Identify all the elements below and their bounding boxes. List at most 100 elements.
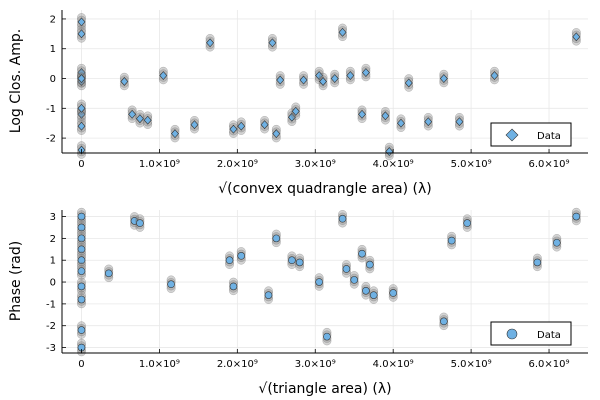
top-data-point xyxy=(128,109,137,119)
top-x-tick-label: 6.0×10⁹ xyxy=(529,159,570,170)
bottom-data-point xyxy=(295,258,304,267)
top-legend-marker xyxy=(505,128,519,142)
top-data-point xyxy=(315,71,324,80)
top-x-tick-label: 1.0×10⁹ xyxy=(139,159,180,170)
top-x-axis-label: √(convex quadrangle area) (λ) xyxy=(218,181,432,197)
top-data-point xyxy=(143,115,152,125)
top-data-point xyxy=(385,147,394,156)
top-data-point xyxy=(358,109,366,119)
top-y-tick-label: 0 xyxy=(50,74,56,85)
top-data-point xyxy=(404,78,413,88)
bottom-data-point xyxy=(463,219,472,227)
bottom-y-tick-label: 3 xyxy=(50,212,56,223)
top-data-point xyxy=(287,112,296,122)
bottom-data-point xyxy=(533,258,542,267)
bottom-y-tick-label: 1 xyxy=(50,256,56,267)
top-data-point xyxy=(120,77,129,86)
top-legend: Data xyxy=(490,122,572,147)
bottom-data-point xyxy=(338,214,347,223)
top-data-point xyxy=(381,111,390,121)
bottom-y-axis-label: Phase (rad) xyxy=(8,241,24,321)
bottom-data-point xyxy=(104,269,113,278)
bottom-x-tick-label: 5.0×10⁹ xyxy=(451,359,492,370)
top-legend-label: Data xyxy=(537,131,561,142)
bottom-legend-marker xyxy=(506,328,518,340)
top-y-tick-label: -1 xyxy=(46,104,56,115)
bottom-data-point xyxy=(77,326,86,334)
top-grid xyxy=(62,10,588,153)
top-x-tick-label: 5.0×10⁹ xyxy=(451,159,492,170)
bottom-data-point xyxy=(440,317,448,326)
top-data-point xyxy=(77,109,86,119)
bottom-panel: 0 1.0×10⁹ 2.0×10⁹ 3.0×10⁹ 4.0×10⁹ 5.0×10⁹ 6.0×… xyxy=(8,207,588,397)
top-data-point xyxy=(338,27,347,37)
bottom-data-point xyxy=(342,265,351,273)
top-data-point xyxy=(397,118,405,128)
bottom-y-ticks: -3 -2 -1 0 1 2 3 xyxy=(46,212,66,354)
bottom-data-point xyxy=(315,278,323,286)
top-data-point xyxy=(276,75,285,85)
bottom-data-point xyxy=(272,234,281,243)
bottom-x-tick-label: 6.0×10⁹ xyxy=(529,359,570,370)
top-y-ticks: -2 -1 0 1 2 xyxy=(46,14,66,145)
bottom-x-tick-label: 2.0×10⁹ xyxy=(217,359,258,370)
bottom-data-point xyxy=(237,252,246,260)
bottom-data-point xyxy=(447,236,456,245)
bottom-data-point xyxy=(77,267,86,275)
top-data-point xyxy=(299,75,308,85)
top-x-ticks: 0 1.0×10⁹ 2.0×10⁹ 3.0×10⁹ 4.0×10⁹ 5.0×10⁹ 6.0×… xyxy=(78,149,570,170)
top-data-point xyxy=(260,120,269,130)
top-data-point xyxy=(77,17,86,27)
bottom-x-ticks: 0 1.0×10⁹ 2.0×10⁹ 3.0×10⁹ 4.0×10⁹ 5.0×10⁹ 6.0×… xyxy=(78,349,570,370)
bottom-x-tick-label: 1.0×10⁹ xyxy=(139,359,180,370)
bottom-legend-box xyxy=(490,321,572,346)
top-data-point xyxy=(77,103,86,113)
top-x-tick-label: 0 xyxy=(78,159,84,170)
bottom-data-point xyxy=(77,256,86,265)
top-y-tick-label: 1 xyxy=(50,44,56,55)
bottom-data-point xyxy=(358,249,366,258)
top-x-tick-label: 2.0×10⁹ xyxy=(217,159,258,170)
bottom-points xyxy=(77,207,581,357)
top-data-point xyxy=(237,121,246,131)
bottom-data-point xyxy=(366,260,374,269)
top-y-tick-label: -2 xyxy=(46,134,56,145)
top-panel: 0 1.0×10⁹ 2.0×10⁹ 3.0×10⁹ 4.0×10⁹ 5.0×10⁹ 6.0×… xyxy=(8,10,588,197)
top-data-point xyxy=(455,117,464,127)
bottom-y-tick-label: -3 xyxy=(46,343,56,354)
top-y-tick-label: 2 xyxy=(50,14,56,25)
top-data-point xyxy=(268,38,277,48)
bottom-x-tick-label: 3.0×10⁹ xyxy=(295,359,336,370)
top-data-point xyxy=(439,74,448,83)
top-x-tick-label: 3.0×10⁹ xyxy=(295,159,336,170)
bottom-data-point xyxy=(389,289,397,297)
top-data-point xyxy=(291,106,300,116)
top-data-point xyxy=(272,129,281,139)
bottom-legend: Data xyxy=(490,321,572,346)
bottom-y-tick-label: 0 xyxy=(50,278,56,289)
bottom-y-tick-label: -2 xyxy=(46,321,56,332)
top-data-point xyxy=(229,124,238,134)
bottom-data-point xyxy=(362,286,370,295)
bottom-x-tick-label: 4.0×10⁹ xyxy=(373,359,414,370)
top-data-point xyxy=(206,38,214,48)
bottom-x-axis-label: √(triangle area) (λ) xyxy=(258,381,391,397)
bottom-data-point xyxy=(572,212,581,221)
bottom-data-point xyxy=(136,219,144,227)
top-data-point xyxy=(424,117,433,127)
top-data-point xyxy=(346,71,355,80)
bottom-data-point xyxy=(77,245,86,254)
top-data-point xyxy=(330,74,339,83)
bottom-x-tick-label: 0 xyxy=(78,359,84,370)
top-data-point xyxy=(77,74,86,83)
bottom-data-point xyxy=(350,276,359,284)
top-data-point xyxy=(171,129,179,139)
bottom-data-point xyxy=(225,256,234,265)
bottom-data-point xyxy=(167,280,175,289)
bottom-data-point xyxy=(323,332,331,341)
bottom-data-point xyxy=(77,223,86,232)
top-y-axis-label: Log Clos. Amp. xyxy=(8,29,24,133)
bottom-data-point xyxy=(369,291,378,299)
top-data-point xyxy=(319,77,327,86)
top-data-point xyxy=(190,120,199,130)
